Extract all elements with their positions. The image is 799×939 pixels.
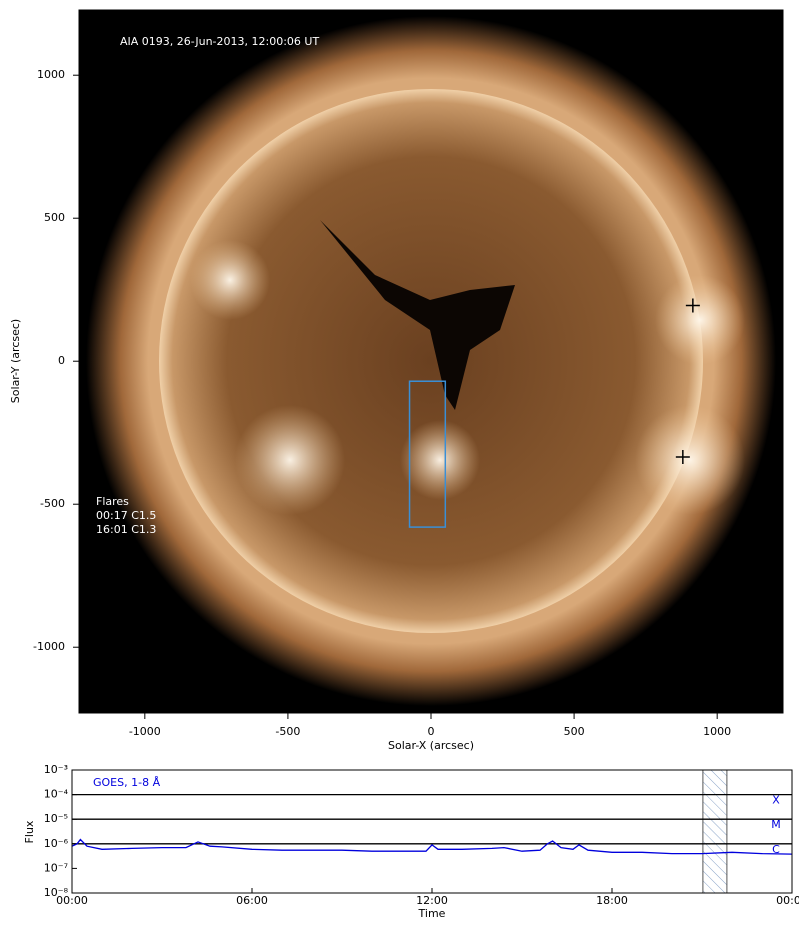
active-region (400, 420, 480, 500)
active-region (235, 405, 345, 515)
annotation: 16:01 C1.3 (96, 523, 156, 536)
y-tick-label: 10⁻⁶ (44, 837, 69, 850)
active-region (190, 240, 270, 320)
y-axis-label: Solar-Y (arcsec) (9, 319, 22, 403)
flare-marker (685, 298, 700, 313)
x-tick-label: 12:00 (416, 894, 448, 907)
x-tick-label: 18:00 (596, 894, 628, 907)
x-tick-label: -1000 (129, 725, 161, 738)
y-tick-label: 10⁻⁴ (44, 788, 69, 801)
y-tick-label: 1000 (37, 68, 65, 81)
highlight-band (702, 769, 728, 894)
y-tick-label: 10⁻⁷ (44, 861, 68, 874)
frame (78, 9, 784, 714)
frame (71, 769, 793, 894)
y-tick-label: 10⁻⁸ (44, 886, 69, 899)
region-box (408, 380, 447, 528)
y-tick-label: 500 (44, 211, 65, 224)
y-tick-label: 0 (58, 354, 65, 367)
x-tick-label: 00:00 (56, 894, 88, 907)
y-tick-label: -500 (40, 497, 65, 510)
y-tick-label: 10⁻⁵ (44, 812, 68, 825)
sun-image (86, 16, 776, 706)
image-title: AIA 0193, 26-Jun-2013, 12:00:06 UT (120, 35, 319, 48)
plot-background (72, 770, 792, 893)
coronal-hole (320, 220, 515, 410)
flare-marker (675, 450, 690, 465)
solar-disk (159, 89, 703, 633)
x-tick-label: 00:00 (776, 894, 799, 907)
x-axis-label: Solar-X (arcsec) (388, 739, 474, 752)
y-axis-label: Flux (23, 820, 36, 843)
x-axis-label: Time (418, 907, 446, 920)
y-tick-label: 10⁻³ (44, 763, 68, 776)
x-tick-label: 500 (564, 725, 585, 738)
active-region (655, 275, 745, 365)
active-region (635, 405, 745, 515)
x-tick-label: -500 (275, 725, 300, 738)
x-tick-label: 0 (428, 725, 435, 738)
class-label: M (771, 818, 781, 831)
x-tick-label: 06:00 (236, 894, 268, 907)
y-tick-label: -1000 (33, 640, 65, 653)
annotation: 00:17 C1.5 (96, 509, 156, 522)
class-label: C (772, 843, 780, 856)
plot-title: GOES, 1-8 Å (93, 776, 161, 789)
annotation: Flares (96, 495, 129, 508)
x-tick-label: 1000 (703, 725, 731, 738)
class-label: X (772, 794, 780, 807)
flux-line (71, 838, 793, 855)
